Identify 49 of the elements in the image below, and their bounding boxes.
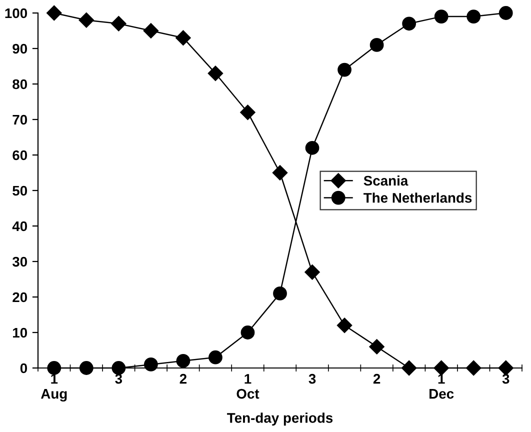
- point: [466, 10, 481, 24]
- point: [336, 318, 352, 333]
- y-tick-label: 20: [12, 292, 28, 302]
- point: [273, 286, 287, 300]
- point: [370, 38, 384, 52]
- point: [466, 360, 482, 376]
- x-tick-label: 2: [373, 374, 380, 384]
- point: [176, 30, 191, 46]
- point: [434, 10, 448, 24]
- point: [304, 264, 320, 280]
- y-tick-label: 10: [13, 328, 28, 338]
- point: [143, 23, 159, 38]
- point: [402, 16, 416, 31]
- point: [498, 360, 514, 376]
- x-tick-label: 1 Oct: [236, 374, 260, 399]
- point: [78, 12, 94, 28]
- point: [369, 339, 384, 354]
- point: [111, 16, 126, 32]
- x-tick-label: 3: [308, 374, 316, 384]
- point: [144, 358, 158, 372]
- point: [112, 361, 126, 375]
- y-tick-label: 0: [20, 363, 28, 374]
- point: [208, 350, 222, 364]
- point: [305, 140, 320, 155]
- y-tick-label: 70: [12, 114, 28, 125]
- point: [434, 360, 449, 376]
- y-tick-label: 90: [12, 44, 28, 54]
- y-tick-label: 50: [12, 186, 28, 196]
- point: [176, 354, 190, 368]
- x-tick-label: 2: [180, 374, 187, 384]
- point: [240, 104, 256, 120]
- y-tick-label: 30: [12, 256, 28, 267]
- point: [240, 326, 255, 340]
- y-tick-label: 100: [5, 8, 28, 18]
- x-axis-title: Ten-day periods: [227, 412, 333, 426]
- point: [401, 360, 417, 376]
- x-tick-label: 1 Aug: [40, 374, 67, 402]
- y-tick-label: 40: [12, 221, 28, 232]
- point: [208, 66, 224, 81]
- point: [47, 361, 62, 375]
- point: [338, 62, 352, 77]
- point: [79, 361, 94, 375]
- legend-label: Scania: [364, 175, 408, 186]
- point: [498, 6, 513, 20]
- point: [46, 5, 62, 21]
- legend-label: The Netherlands: [364, 192, 472, 203]
- point: [272, 165, 288, 180]
- y-tick-label: 60: [12, 150, 28, 160]
- y-tick-label: 80: [12, 79, 28, 90]
